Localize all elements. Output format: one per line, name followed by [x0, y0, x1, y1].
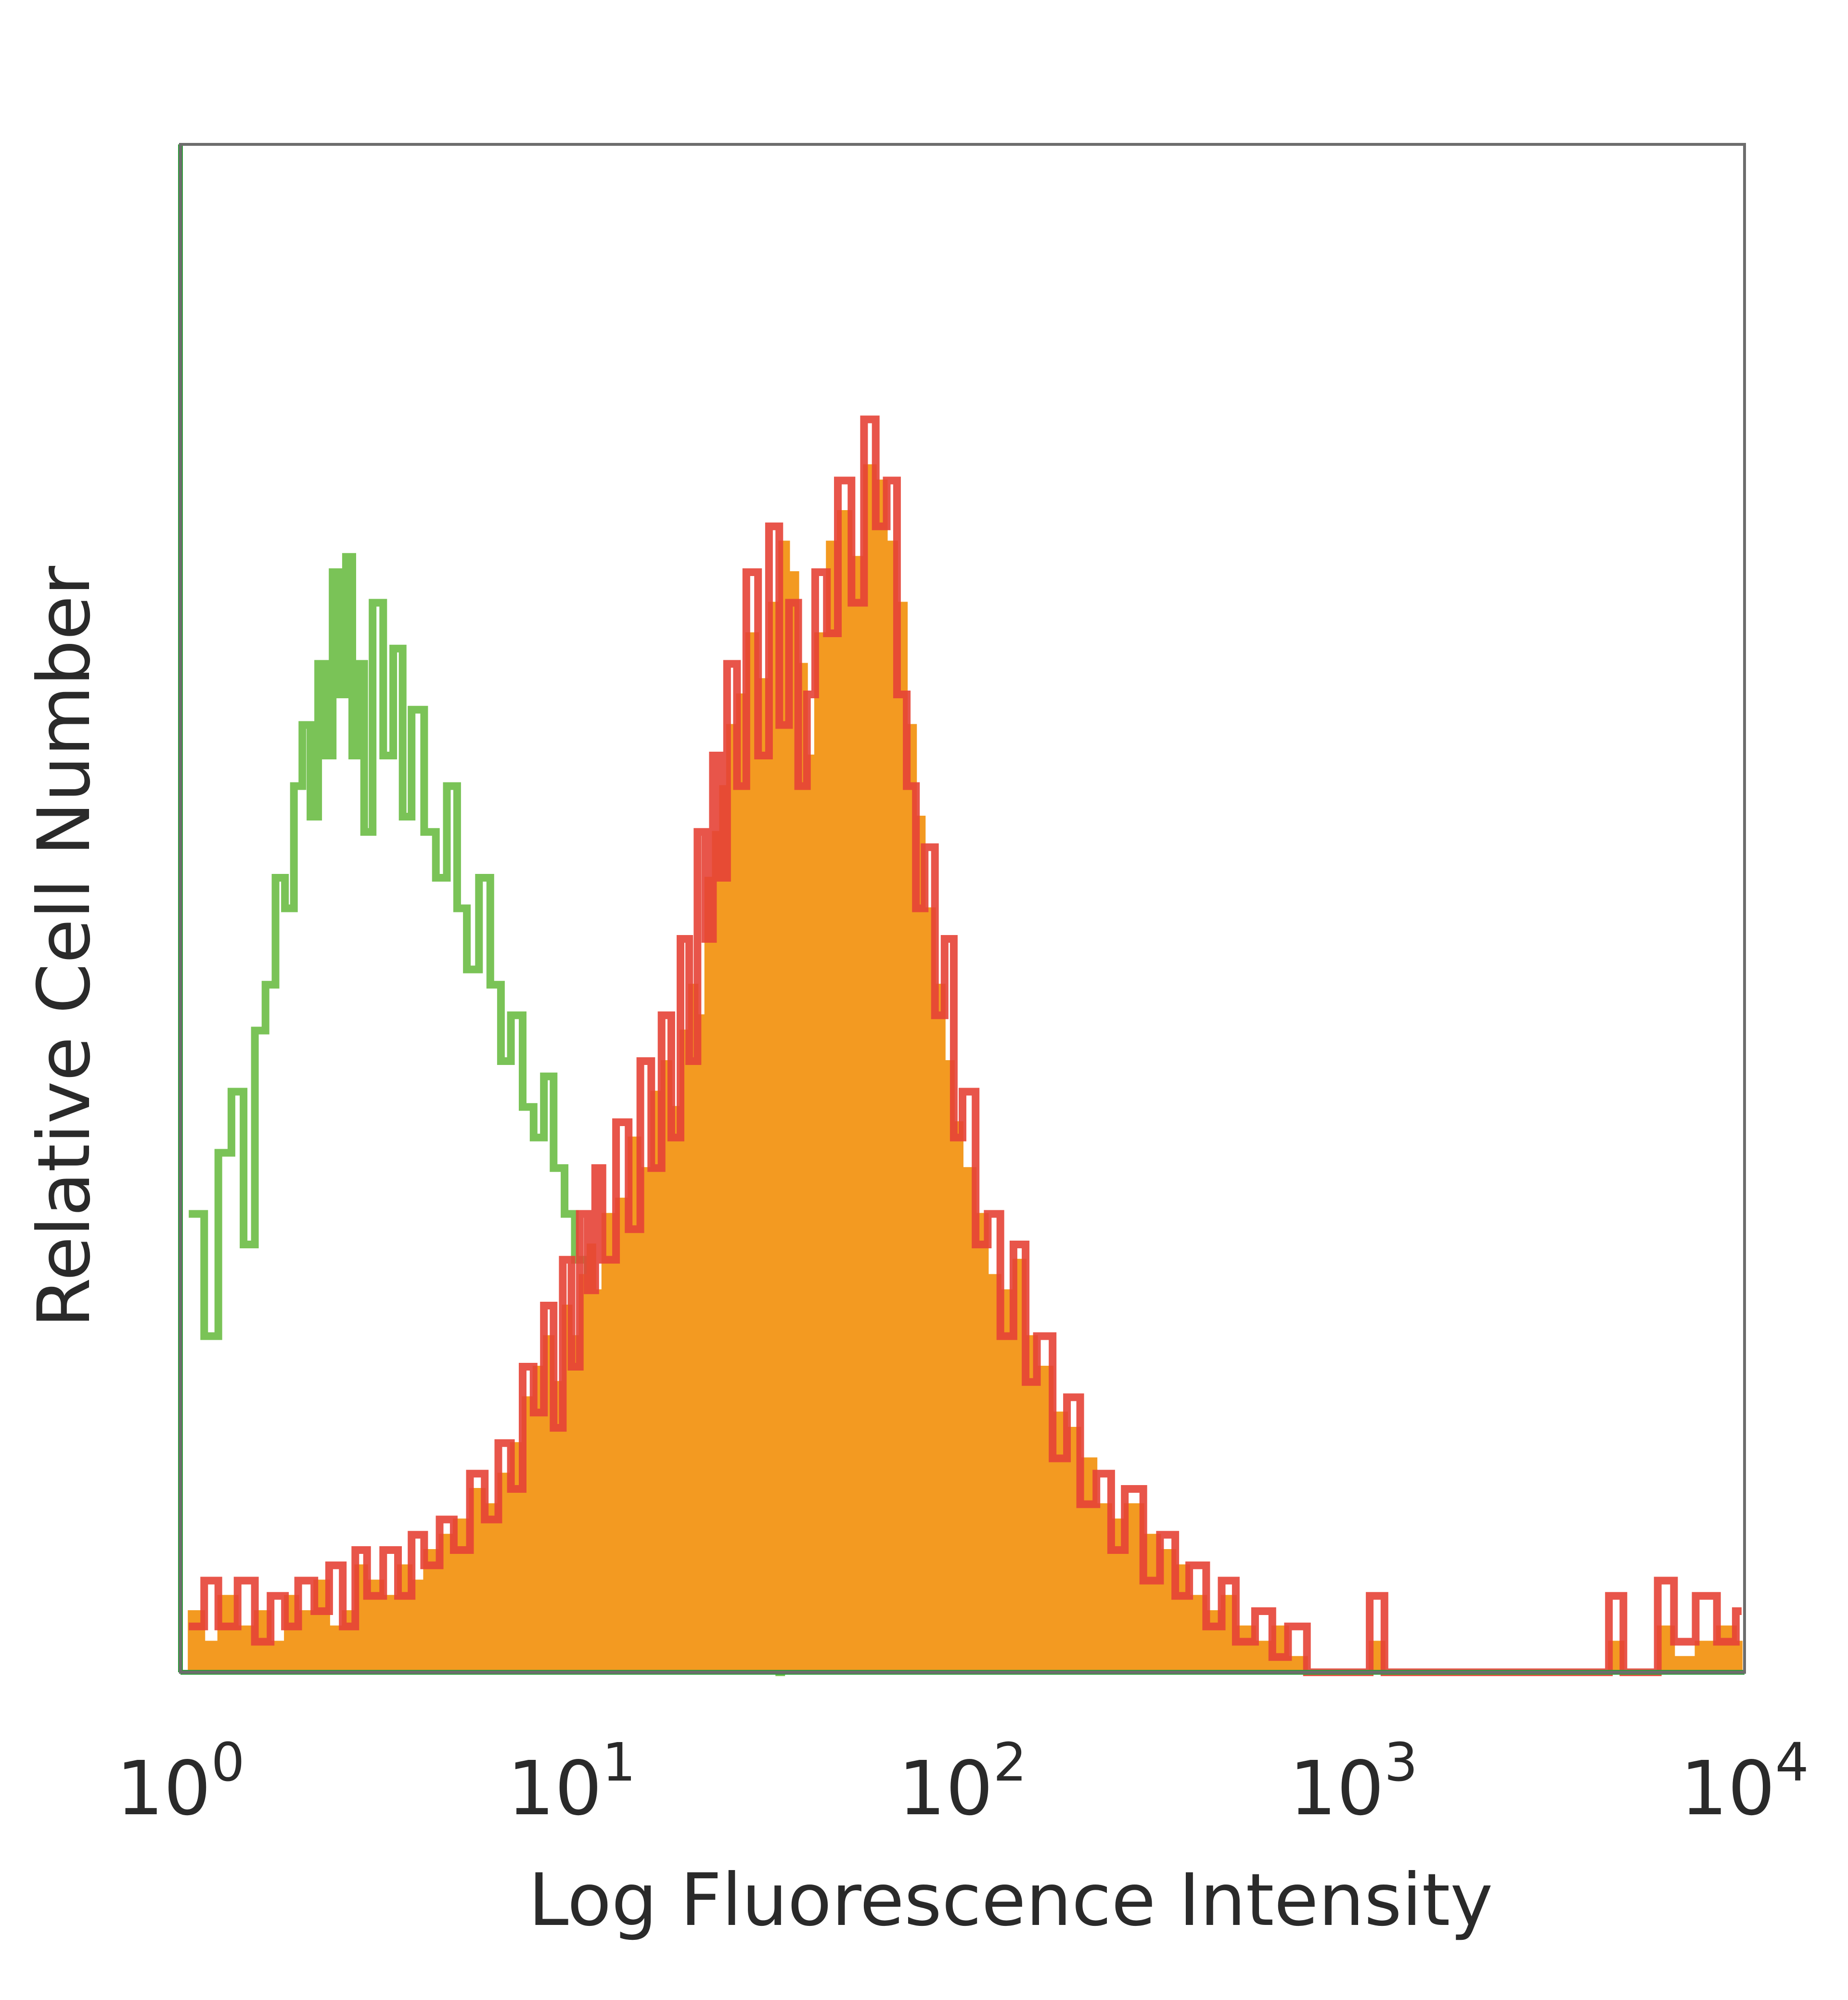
x-tick-exponent: 4	[1775, 1731, 1809, 1793]
plot-frame	[179, 143, 1746, 1674]
x-axis-title: Log Fluorescence Intensity	[528, 1859, 1493, 1942]
x-tick-label: 100	[116, 1731, 244, 1832]
x-tick-label: 104	[1680, 1731, 1809, 1832]
x-tick-base: 10	[1289, 1745, 1384, 1832]
x-tick-label: 101	[507, 1731, 636, 1832]
histogram-area-2	[188, 464, 1743, 1673]
x-tick-base: 10	[507, 1745, 602, 1832]
x-tick-exponent: 1	[602, 1731, 636, 1793]
x-tick-exponent: 0	[211, 1731, 245, 1793]
x-tick-exponent: 3	[1384, 1731, 1418, 1793]
x-tick-label: 102	[898, 1731, 1027, 1832]
x-axis-ticks: 100 101 102 103 104	[116, 1731, 1809, 1832]
x-tick-base: 10	[1680, 1745, 1775, 1832]
y-axis-title: Relative Cell Number	[23, 566, 106, 1328]
x-tick-base: 10	[116, 1745, 211, 1832]
plot-marks	[178, 144, 1745, 1676]
histogram-line-3	[189, 415, 1742, 1676]
x-tick-exponent: 2	[993, 1731, 1027, 1793]
x-tick-label: 103	[1289, 1731, 1418, 1832]
x-tick-base: 10	[898, 1745, 993, 1832]
